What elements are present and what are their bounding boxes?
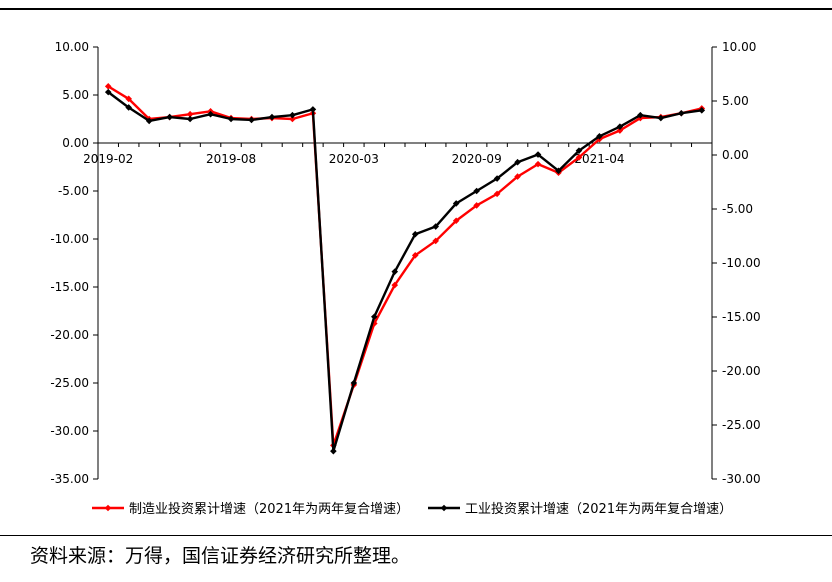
data-point-s2 xyxy=(616,123,624,130)
data-point-s1 xyxy=(452,217,460,225)
legend-swatch-marker xyxy=(104,504,112,512)
x-tick-label: 2019-08 xyxy=(206,152,256,166)
data-point-s1 xyxy=(125,95,132,103)
data-point-s2 xyxy=(698,107,706,114)
data-point-s2 xyxy=(493,175,501,182)
data-point-s1 xyxy=(186,110,194,118)
left-y-tick-label: -35.00 xyxy=(50,472,89,486)
left-y-tick-label: -10.00 xyxy=(50,232,89,246)
data-point-s2 xyxy=(534,151,542,158)
data-point-s2 xyxy=(637,111,644,119)
data-point-s2 xyxy=(657,114,665,122)
data-point-s1 xyxy=(493,190,501,198)
data-point-s2 xyxy=(452,200,460,207)
data-point-s2 xyxy=(678,109,685,117)
right-y-tick-label: -25.00 xyxy=(722,418,761,432)
data-point-s1 xyxy=(289,115,296,123)
data-point-s2 xyxy=(596,132,603,140)
left-y-tick-label: 0.00 xyxy=(62,136,89,150)
data-point-s2 xyxy=(432,223,439,230)
data-point-s2 xyxy=(411,230,419,238)
data-point-s1 xyxy=(432,237,439,245)
data-point-s2 xyxy=(371,313,378,321)
right-y-tick-label: -10.00 xyxy=(722,256,761,270)
data-point-s1 xyxy=(411,252,419,259)
data-point-s1 xyxy=(575,154,583,161)
data-point-s2 xyxy=(145,117,153,125)
data-point-s1 xyxy=(514,173,521,180)
data-point-s2 xyxy=(227,115,235,123)
x-tick-label: 2021-04 xyxy=(574,152,624,166)
data-point-s2 xyxy=(350,379,358,387)
series-line-2 xyxy=(107,91,702,453)
right-y-tick-label: -30.00 xyxy=(722,472,761,486)
data-point-s2 xyxy=(575,147,583,154)
data-point-s2 xyxy=(104,88,112,96)
data-point-s2 xyxy=(248,116,255,124)
legend-swatch-marker xyxy=(440,504,448,512)
right-y-tick-label: 5.00 xyxy=(722,94,749,108)
data-point-s2 xyxy=(330,447,337,455)
x-tick-label: 2020-09 xyxy=(452,152,502,166)
series-line-1 xyxy=(107,85,703,447)
x-tick-label: 2019-02 xyxy=(83,152,133,166)
legend-label: 工业投资累计增速（2021年为两年复合增速） xyxy=(465,501,732,517)
right-y-tick-label: 10.00 xyxy=(722,40,756,54)
right-y-tick-label: 0.00 xyxy=(722,148,749,162)
data-point-s1 xyxy=(473,202,480,209)
data-point-s1 xyxy=(391,281,399,289)
data-point-s2 xyxy=(309,106,317,113)
top-rule xyxy=(0,8,832,10)
data-point-s1 xyxy=(616,127,624,134)
data-point-s1 xyxy=(104,83,112,90)
left-y-tick-label: 5.00 xyxy=(62,88,89,102)
left-y-tick-label: -30.00 xyxy=(50,424,89,438)
left-y-tick-label: -20.00 xyxy=(50,328,89,342)
data-point-s2 xyxy=(289,111,296,119)
left-y-tick-label: -5.00 xyxy=(58,184,89,198)
left-y-tick-label: -15.00 xyxy=(50,280,89,294)
data-point-s2 xyxy=(391,268,399,275)
legend-label: 制造业投资累计增速（2021年为两年复合增速） xyxy=(129,501,409,517)
data-point-s1 xyxy=(534,160,542,168)
data-point-s2 xyxy=(166,113,173,121)
source-note: 资料来源：万得，国信证券经济研究所整理。 xyxy=(30,545,411,567)
bottom-rule xyxy=(0,535,832,536)
data-point-s2 xyxy=(186,115,194,123)
data-point-s2 xyxy=(125,104,132,111)
right-y-tick-label: -15.00 xyxy=(722,310,761,324)
left-y-tick-label: 10.00 xyxy=(55,40,89,54)
line-chart: 10.00 5.00 0.00 -5.00 -10.00 -15.00 -20.00 -25.… xyxy=(50,40,761,517)
data-point-s2 xyxy=(268,113,276,121)
x-tick-label: 2020-03 xyxy=(329,152,379,166)
right-y-tick-label: -5.00 xyxy=(722,202,753,216)
data-point-s2 xyxy=(473,187,480,195)
data-point-s2 xyxy=(555,167,562,175)
data-point-s2 xyxy=(514,158,521,166)
right-y-tick-label: -20.00 xyxy=(722,364,761,378)
data-point-s2 xyxy=(207,110,214,118)
left-y-tick-label: -25.00 xyxy=(50,376,89,390)
